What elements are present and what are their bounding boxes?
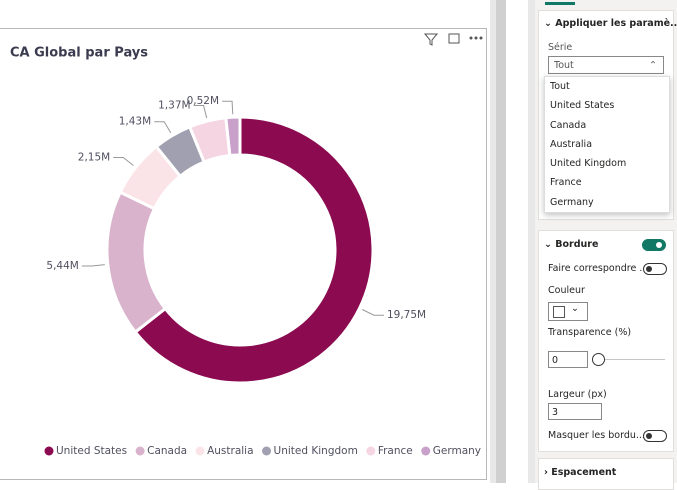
more-dot — [474, 36, 478, 40]
donut-slice — [133, 115, 375, 385]
legend-marker — [195, 446, 205, 456]
leader-line — [113, 156, 134, 166]
color-label: Couleur — [548, 285, 585, 296]
legend-label: United Kingdom — [274, 445, 358, 457]
border-title: Bordure — [555, 239, 599, 250]
donut-slice — [105, 190, 168, 335]
legend-marker — [421, 446, 431, 456]
canvas-gap — [506, 0, 528, 483]
legend-label: Canada — [147, 445, 187, 457]
legend-marker — [366, 446, 376, 456]
series-card: ⌄ Appliquer les paramè... Série Tout ⌃ To… — [538, 10, 677, 220]
spacing-header[interactable]: › Espacement — [544, 467, 617, 478]
border-header[interactable]: ⌄ Bordure — [544, 239, 599, 250]
legend-label: United States — [56, 445, 127, 457]
border-card: ⌄ Bordure Faire correspondre ... Couleur… — [538, 230, 674, 452]
transparency-value: 0 — [552, 355, 559, 366]
more-icon[interactable] — [469, 36, 473, 40]
canvas-edge — [496, 0, 506, 483]
border-toggle[interactable] — [642, 239, 666, 251]
format-pane: ⌄ Appliquer les paramè... Série Tout ⌃ To… — [535, 0, 677, 490]
series-value: Tout — [554, 60, 574, 71]
series-dropdown[interactable]: Tout ⌃ — [548, 56, 664, 74]
more-dot — [479, 36, 483, 40]
tab-underline — [545, 2, 575, 5]
series-option[interactable]: Canada — [550, 119, 587, 131]
data-label: 1,43M — [119, 116, 151, 128]
section-header[interactable]: ⌄ Appliquer les paramè... — [544, 18, 677, 29]
spacing-card: › Espacement — [538, 458, 674, 490]
data-label: 5,44M — [46, 260, 78, 272]
visual-header[interactable] — [423, 33, 483, 46]
leader-line — [222, 100, 234, 115]
hide-label: Masquer les bordu... — [548, 430, 645, 441]
legend-label: Australia — [207, 445, 253, 457]
leader-line — [193, 105, 208, 119]
series-option[interactable]: Germany — [550, 196, 594, 208]
transparency-label: Transparence (%) — [548, 327, 632, 338]
leader-line — [81, 264, 105, 267]
chart: CA Global par Pays 19,75M 5,44M 2,15M 1,43M… — [10, 33, 483, 457]
legend-marker — [135, 446, 145, 456]
leader-line — [154, 121, 172, 134]
width-value: 3 — [552, 407, 559, 418]
legend-marker — [44, 446, 54, 456]
filter-icon[interactable] — [423, 33, 439, 46]
series-list: Tout United States Canada Australia United K… — [544, 76, 670, 213]
hide-toggle[interactable] — [643, 430, 667, 442]
series-label: Série — [548, 42, 573, 53]
visual-frame — [0, 28, 487, 480]
data-label: 19,75M — [387, 309, 426, 321]
slider-track — [597, 359, 665, 360]
spacing-title: Espacement — [551, 467, 617, 478]
series-option[interactable]: United States — [550, 100, 615, 112]
match-label: Faire correspondre ... — [548, 263, 649, 274]
leader-line — [362, 309, 384, 316]
transparency-input[interactable]: 0 — [548, 351, 588, 368]
match-toggle[interactable] — [643, 263, 667, 275]
legend-label: France — [378, 445, 413, 457]
series-option[interactable]: United Kingdom — [550, 158, 627, 170]
legend-label: Germany — [433, 445, 481, 457]
data-label: 1,37M — [158, 100, 190, 112]
series-option[interactable]: Australia — [550, 138, 593, 150]
data-label: 0,52M — [187, 95, 219, 107]
color-picker[interactable]: ⌄ — [548, 302, 588, 321]
slider-thumb[interactable] — [592, 353, 605, 366]
section-title: Appliquer les paramè... — [555, 18, 677, 29]
series-option[interactable]: France — [550, 177, 582, 189]
donut-slice — [224, 115, 242, 158]
data-label: 2,15M — [78, 151, 110, 163]
width-input[interactable]: 3 — [548, 403, 602, 420]
width-label: Largeur (px) — [548, 389, 607, 400]
legend-marker — [262, 446, 272, 456]
series-option[interactable]: Tout — [550, 81, 570, 92]
chart-title: CA Global par Pays — [10, 46, 148, 61]
focus-icon[interactable] — [448, 33, 460, 44]
